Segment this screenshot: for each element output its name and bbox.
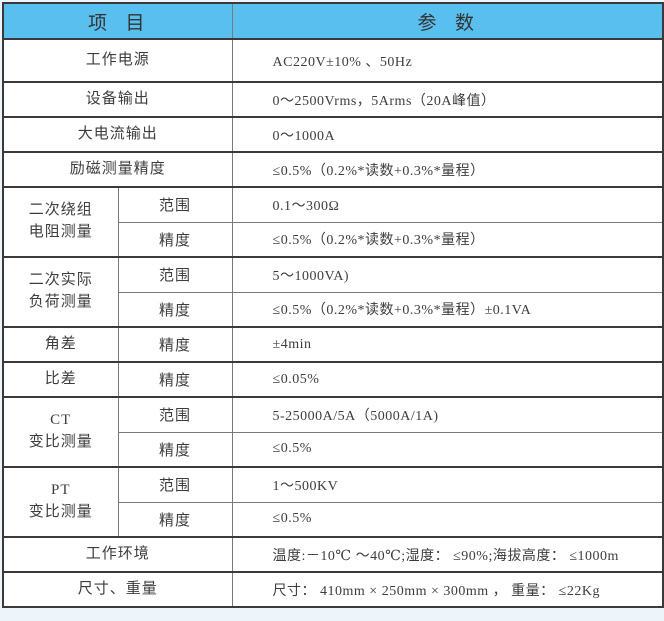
row-value: ≤0.5%（0.2%*读数+0.3%*量程） [231,151,664,188]
table-row: 工作电源 AC220V±10% 、50Hz [2,38,664,83]
row-value: ≤0.5% [231,431,664,468]
table-subrow: 精度 ≤0.5%（0.2%*读数+0.3%*量程） [3,221,664,258]
row-value: 0.1～300Ω [231,186,664,223]
row-label-line: PT [50,482,71,499]
row-label: 工作环境 [2,536,233,573]
column-header-item: 项 目 [2,2,233,40]
row-value: 1～500KV [231,466,664,503]
row-label-line: CT [50,412,72,429]
table-row: 大电流输出 0～1000A [2,116,664,153]
sub-label: 精度 [117,291,233,328]
row-label-line: 负荷测量 [28,294,93,310]
row-label-line: 变比测量 [28,434,93,450]
sub-label: 精度 [117,326,233,363]
row-value: ≤0.05% [231,361,664,398]
row-value: 5-25000A/5A（5000A/1A) [231,396,664,433]
column-header-param: 参 数 [231,2,664,40]
row-value: ≤0.5% [231,501,664,538]
table-row: CT 变比测量 范围 5-25000A/5A（5000A/1A) [2,396,664,468]
row-value: 5～1000VA) [231,256,664,293]
table-subrow: 精度 ≤0.5% [3,431,664,468]
row-label-line: 电阻测量 [28,224,93,240]
row-value: 0～1000A [231,116,664,153]
row-value: AC220V±10% 、50Hz [231,38,664,83]
table-row: 工作环境 温度:－10℃ ～40℃;湿度： ≤90%;海拔高度： ≤1000m [2,536,664,573]
sub-label: 精度 [117,501,233,538]
table-row: 设备输出 0～2500Vrms，5Arms（20A峰值） [2,81,664,118]
row-label: 设备输出 [2,81,233,118]
row-label-line: 二次实际 [28,272,93,289]
sub-label: 精度 [117,221,233,258]
sub-label: 范围 [117,396,233,433]
sub-label: 精度 [117,361,233,398]
row-value: ≤0.5%（0.2%*读数+0.3%*量程） [231,221,664,258]
row-label: 励磁测量精度 [2,151,233,188]
table-row: 二次实际负荷测量 范围 5～1000VA) [2,256,664,328]
row-value: 0～2500Vrms，5Arms（20A峰值） [231,81,664,118]
sub-label: 精度 [117,431,233,468]
table-header-row: 项 目 参 数 [2,2,664,40]
table-row: 励磁测量精度 ≤0.5%（0.2%*读数+0.3%*量程） [2,151,664,188]
row-label: 尺寸、重量 [2,571,233,608]
row-label: PT 变比测量 [2,466,119,538]
row-label-line: 变比测量 [28,504,93,520]
sub-label: 范围 [117,186,233,223]
row-label: 大电流输出 [2,116,233,153]
table-row: PT 变比测量 范围 1～500KV [2,466,664,538]
sub-label: 范围 [117,256,233,293]
row-value: 温度:－10℃ ～40℃;湿度： ≤90%;海拔高度： ≤1000m [231,536,664,573]
row-value: ≤0.5%（0.2%*读数+0.3%*量程）±0.1VA [231,291,664,328]
sub-label: 范围 [117,466,233,503]
row-label: 比差 [2,361,119,398]
row-label: 二次绕组 电阻测量 [2,186,119,258]
table-row: 角差 精度 ±4min [2,326,664,363]
row-label-line: 二次绕组 [28,202,93,219]
row-label: 工作电源 [2,38,233,83]
table-subrow: 精度 ≤0.5%（0.2%*读数+0.3%*量程）±0.1VA [3,291,664,328]
row-label: CT 变比测量 [2,396,119,468]
spec-table: 项 目 参 数 工作电源 AC220V±10% 、50Hz 设备输出 0～250… [2,2,664,608]
row-label: 角差 [2,326,119,363]
table-row: 二次绕组电阻测量 范围 0.1～300Ω [2,186,664,258]
row-value: ±4min [231,326,664,363]
row-label: 二次实际 负荷测量 [2,256,119,328]
table-subrow: 精度 ≤0.5% [3,501,664,538]
table-row: 尺寸、重量 尺寸： 410mm × 250mm × 300mm ， 重量： ≤2… [2,571,664,608]
row-value: 尺寸： 410mm × 250mm × 300mm ， 重量： ≤22Kg [231,571,664,608]
table-row: 比差 精度 ≤0.05% [2,361,664,398]
